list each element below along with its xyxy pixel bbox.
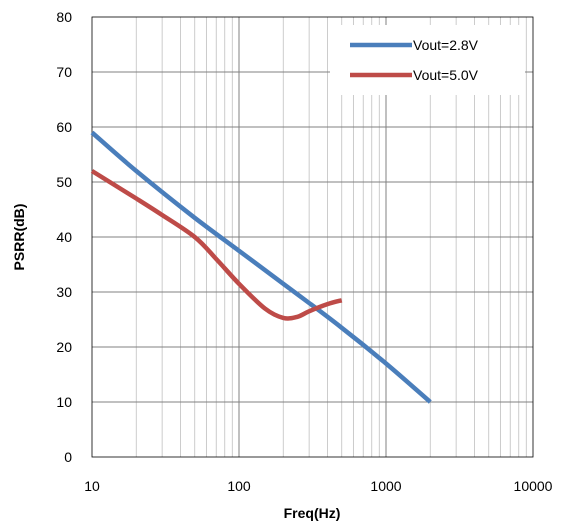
legend-label-2: Vout=5.0V (413, 67, 479, 83)
x-tick-label: 10000 (514, 478, 553, 494)
series-line-2 (92, 171, 342, 318)
y-tick-label: 10 (56, 394, 72, 410)
x-tick-label: 10 (84, 478, 100, 494)
y-tick-label: 40 (56, 229, 72, 245)
y-tick-label: 20 (56, 339, 72, 355)
legend: Vout=2.8V Vout=5.0V (330, 25, 525, 95)
x-axis-title: Freq(Hz) (284, 505, 341, 521)
y-tick-label: 60 (56, 119, 72, 135)
y-tick-label: 50 (56, 174, 72, 190)
x-tick-label: 100 (227, 478, 251, 494)
y-tick-labels: 0 10 20 30 40 50 60 70 80 (56, 9, 72, 465)
x-tick-labels: 10 100 1000 10000 (84, 478, 552, 494)
legend-box (330, 25, 525, 95)
x-tick-label: 1000 (370, 478, 401, 494)
y-tick-label: 70 (56, 64, 72, 80)
legend-label-1: Vout=2.8V (413, 37, 479, 53)
y-axis-title: PSRR(dB) (11, 204, 27, 271)
y-tick-label: 0 (64, 449, 72, 465)
y-tick-label: 30 (56, 284, 72, 300)
y-tick-label: 80 (56, 9, 72, 25)
